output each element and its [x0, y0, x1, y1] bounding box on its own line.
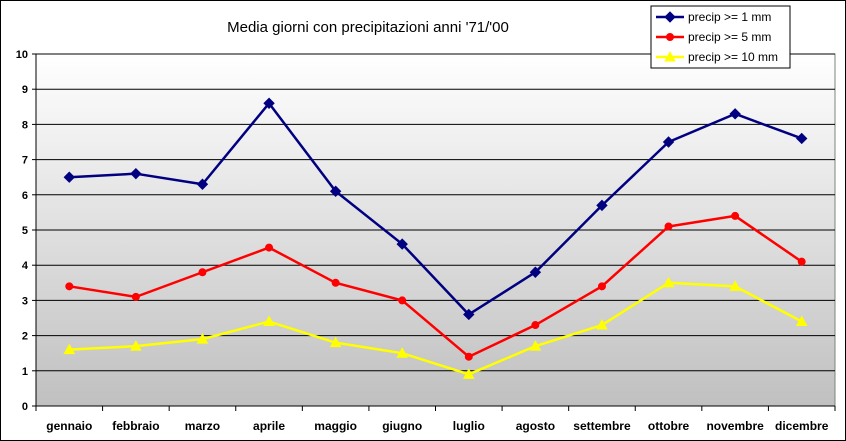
data-point: [529, 266, 542, 278]
data-point: [729, 280, 741, 291]
data-point: [729, 108, 741, 120]
legend-item: precip >= 10 mm: [656, 50, 778, 64]
data-point: [731, 211, 740, 220]
data-point: [398, 296, 407, 305]
legend-marker: [664, 50, 676, 62]
data-point: [196, 178, 209, 190]
data-point: [130, 167, 142, 180]
y-tick-label: 2: [22, 331, 28, 343]
y-tick-label: 10: [16, 49, 28, 61]
data-point: [797, 257, 806, 266]
series-line: [69, 102, 803, 316]
y-tick-label: 4: [22, 260, 29, 272]
axes: 0 1 2 3 4 5 6 7 8 9 10 gennaio febbraio marzo aprile ma…: [16, 49, 836, 433]
chart-title: Media giorni con precipitazioni anni '71…: [227, 19, 509, 36]
legend-item: precip >= 5 mm: [656, 30, 771, 44]
legend-marker: [664, 11, 676, 23]
series-1: [63, 97, 808, 321]
x-tick-label: febbraio: [112, 419, 159, 433]
x-tick-label: dicembre: [775, 419, 829, 433]
gridlines: [36, 53, 835, 372]
x-tick-label: aprile: [253, 419, 285, 433]
data-point: [263, 315, 275, 327]
data-point: [63, 171, 75, 183]
data-point: [531, 321, 540, 330]
legend-label: precip >= 1 mm: [688, 10, 771, 24]
legend-label: precip >= 5 mm: [688, 30, 771, 44]
data-point: [196, 333, 209, 344]
legend-item: precip >= 1 mm: [656, 10, 771, 24]
data-point: [464, 352, 473, 361]
y-tick-label: 0: [22, 401, 28, 413]
x-tick-label: ottobre: [648, 419, 690, 433]
x-tick-label: agosto: [516, 419, 555, 433]
data-point: [596, 319, 608, 330]
data-point: [130, 340, 142, 351]
x-tick-label: luglio: [453, 419, 485, 433]
series-2: [65, 211, 806, 361]
data-point: [463, 308, 475, 321]
data-point: [596, 199, 608, 212]
legend: precip >= 1 mm precip >= 5 mm precip >= 10…: [650, 5, 791, 69]
data-point: [462, 368, 475, 379]
y-tick-label: 6: [22, 190, 28, 202]
y-tick-label: 9: [22, 84, 28, 96]
data-point: [331, 278, 340, 287]
data-point: [529, 340, 542, 351]
x-tick-label: settembre: [573, 419, 631, 433]
data-point: [329, 185, 342, 197]
y-tick-label: 3: [22, 295, 28, 307]
y-tick-label: 5: [22, 225, 28, 237]
x-tick-label: novembre: [706, 419, 764, 433]
y-tick-label: 8: [22, 119, 28, 131]
data-point: [329, 336, 342, 348]
data-point: [198, 268, 207, 277]
legend-label: precip >= 10 mm: [688, 50, 778, 64]
x-tick-label: marzo: [185, 419, 220, 433]
x-tick-label: gennaio: [46, 419, 92, 433]
y-tick-label: 7: [22, 155, 28, 167]
data-point: [795, 315, 808, 327]
series-group: [63, 97, 808, 379]
series-line: [69, 281, 803, 376]
series-3: [63, 276, 808, 379]
series-line: [69, 214, 803, 358]
data-point: [396, 347, 409, 358]
data-point: [396, 238, 408, 250]
data-point: [597, 282, 606, 291]
data-point: [263, 97, 275, 109]
data-point: [662, 136, 675, 148]
data-point: [131, 292, 140, 301]
legend-marker: [666, 33, 674, 41]
data-point: [662, 276, 675, 288]
y-tick-label: 1: [22, 366, 28, 378]
x-tick-label: giugno: [382, 419, 422, 433]
data-point: [664, 222, 673, 231]
data-point: [63, 343, 76, 355]
data-point: [65, 282, 74, 291]
data-point: [265, 243, 274, 252]
data-point: [796, 132, 808, 145]
x-tick-label: maggio: [314, 419, 357, 433]
